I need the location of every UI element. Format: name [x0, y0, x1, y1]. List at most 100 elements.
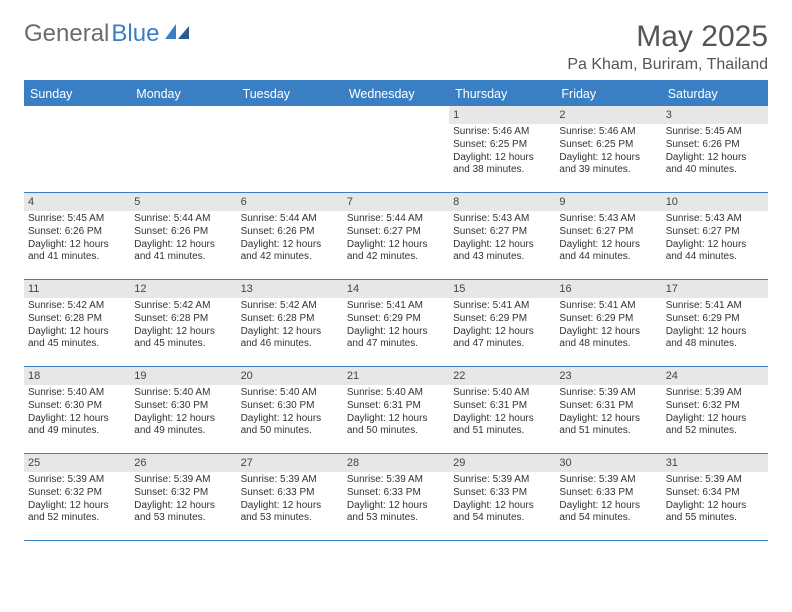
day-cell: 17 Sunrise: 5:41 AMSunset: 6:29 PMDayligh… [662, 280, 768, 366]
day-details: Sunrise: 5:41 AMSunset: 6:29 PMDaylight:… [347, 300, 445, 351]
dow-sunday: Sunday [24, 82, 130, 106]
day-details: Sunrise: 5:44 AMSunset: 6:27 PMDaylight:… [347, 213, 445, 264]
day-details: Sunrise: 5:40 AMSunset: 6:30 PMDaylight:… [28, 387, 126, 438]
day-number: 17 [662, 280, 768, 298]
day-cell: 6Sunrise: 5:44 AMSunset: 6:26 PMDaylight… [237, 193, 343, 279]
calendar-grid: SundayMondayTuesdayWednesdayThursdayFrid… [24, 80, 768, 541]
brand-logo: GeneralBlue [24, 20, 191, 48]
dow-monday: Monday [130, 82, 236, 106]
day-cell: 30 Sunrise: 5:39 AMSunset: 6:33 PMDayligh… [555, 454, 661, 540]
day-number: 27 [237, 454, 343, 472]
day-cell: 23 Sunrise: 5:39 AMSunset: 6:31 PMDayligh… [555, 367, 661, 453]
day-cell: 2 Sunrise: 5:46 AMSunset: 6:25 PMDaylight… [555, 106, 661, 192]
day-number: 21 [343, 367, 449, 385]
header: GeneralBlue May 2025 Pa Kham, Buriram, T… [24, 20, 768, 74]
day-number: 8 [449, 193, 555, 211]
day-cell: 11Sunrise: 5:42 AMSunset: 6:28 PMDayligh… [24, 280, 130, 366]
day-cell: 13 Sunrise: 5:42 AMSunset: 6:28 PMDayligh… [237, 280, 343, 366]
dow-wednesday: Wednesday [343, 82, 449, 106]
day-cell: 7 Sunrise: 5:44 AMSunset: 6:27 PMDaylight… [343, 193, 449, 279]
day-number: 10 [662, 193, 768, 211]
day-number: 9 [555, 193, 661, 211]
day-number: 25 [24, 454, 130, 472]
day-number: 1 [449, 106, 555, 124]
day-details: Sunrise: 5:46 AMSunset: 6:25 PMDaylight:… [559, 126, 657, 177]
day-cell [237, 106, 343, 192]
day-number: 28 [343, 454, 449, 472]
day-number: 29 [449, 454, 555, 472]
day-number: 31 [662, 454, 768, 472]
day-number: 13 [237, 280, 343, 298]
day-cell: 26Sunrise: 5:39 AMSunset: 6:32 PMDayligh… [130, 454, 236, 540]
dow-friday: Friday [555, 82, 661, 106]
day-cell: 21Sunrise: 5:40 AMSunset: 6:31 PMDayligh… [343, 367, 449, 453]
brand-first: General [24, 20, 109, 48]
day-cell: 29Sunrise: 5:39 AMSunset: 6:33 PMDayligh… [449, 454, 555, 540]
day-number: 23 [555, 367, 661, 385]
day-details: Sunrise: 5:40 AMSunset: 6:30 PMDaylight:… [241, 387, 339, 438]
day-details: Sunrise: 5:39 AMSunset: 6:34 PMDaylight:… [666, 474, 764, 525]
day-cell: 27 Sunrise: 5:39 AMSunset: 6:33 PMDayligh… [237, 454, 343, 540]
week-row: 1Sunrise: 5:46 AMSunset: 6:25 PMDaylight… [24, 106, 768, 193]
day-cell: 14 Sunrise: 5:41 AMSunset: 6:29 PMDayligh… [343, 280, 449, 366]
day-details: Sunrise: 5:44 AMSunset: 6:26 PMDaylight:… [134, 213, 232, 264]
day-number: 2 [555, 106, 661, 124]
day-details: Sunrise: 5:45 AMSunset: 6:26 PMDaylight:… [666, 126, 764, 177]
day-cell: 24 Sunrise: 5:39 AMSunset: 6:32 PMDayligh… [662, 367, 768, 453]
day-number: 7 [343, 193, 449, 211]
week-row: 11Sunrise: 5:42 AMSunset: 6:28 PMDayligh… [24, 280, 768, 367]
day-number: 16 [555, 280, 661, 298]
month-title: May 2025 [567, 20, 768, 54]
day-details: Sunrise: 5:41 AMSunset: 6:29 PMDaylight:… [453, 300, 551, 351]
day-number: 18 [24, 367, 130, 385]
day-number: 5 [130, 193, 236, 211]
sail-icon [165, 20, 191, 48]
day-details: Sunrise: 5:39 AMSunset: 6:33 PMDaylight:… [241, 474, 339, 525]
day-details: Sunrise: 5:39 AMSunset: 6:31 PMDaylight:… [559, 387, 657, 438]
day-number: 19 [130, 367, 236, 385]
day-cell: 5 Sunrise: 5:44 AMSunset: 6:26 PMDaylight… [130, 193, 236, 279]
day-details: Sunrise: 5:41 AMSunset: 6:29 PMDaylight:… [666, 300, 764, 351]
day-number: 3 [662, 106, 768, 124]
day-details: Sunrise: 5:39 AMSunset: 6:33 PMDaylight:… [347, 474, 445, 525]
day-number: 30 [555, 454, 661, 472]
day-number: 15 [449, 280, 555, 298]
calendar-page: GeneralBlue May 2025 Pa Kham, Buriram, T… [0, 0, 792, 561]
day-cell: 25Sunrise: 5:39 AMSunset: 6:32 PMDayligh… [24, 454, 130, 540]
brand-second: Blue [111, 20, 159, 48]
day-of-week-header: SundayMondayTuesdayWednesdayThursdayFrid… [24, 82, 768, 106]
day-cell: 12 Sunrise: 5:42 AMSunset: 6:28 PMDayligh… [130, 280, 236, 366]
day-number: 11 [24, 280, 130, 298]
day-cell: 19 Sunrise: 5:40 AMSunset: 6:30 PMDayligh… [130, 367, 236, 453]
day-cell: 18 Sunrise: 5:40 AMSunset: 6:30 PMDayligh… [24, 367, 130, 453]
day-details: Sunrise: 5:46 AMSunset: 6:25 PMDaylight:… [453, 126, 551, 177]
day-number: 12 [130, 280, 236, 298]
day-details: Sunrise: 5:42 AMSunset: 6:28 PMDaylight:… [241, 300, 339, 351]
day-details: Sunrise: 5:39 AMSunset: 6:32 PMDaylight:… [666, 387, 764, 438]
day-details: Sunrise: 5:39 AMSunset: 6:33 PMDaylight:… [559, 474, 657, 525]
week-row: 18Sunrise: 5:40 AMSunset: 6:30 PMDayligh… [24, 367, 768, 454]
day-number: 14 [343, 280, 449, 298]
day-details: Sunrise: 5:43 AMSunset: 6:27 PMDaylight:… [666, 213, 764, 264]
day-details: Sunrise: 5:41 AMSunset: 6:29 PMDaylight:… [559, 300, 657, 351]
day-cell: 28 Sunrise: 5:39 AMSunset: 6:33 PMDayligh… [343, 454, 449, 540]
day-cell: 22Sunrise: 5:40 AMSunset: 6:31 PMDayligh… [449, 367, 555, 453]
location: Pa Kham, Buriram, Thailand [567, 56, 768, 74]
day-details: Sunrise: 5:42 AMSunset: 6:28 PMDaylight:… [134, 300, 232, 351]
day-details: Sunrise: 5:40 AMSunset: 6:30 PMDaylight:… [134, 387, 232, 438]
day-number: 4 [24, 193, 130, 211]
day-number: 20 [237, 367, 343, 385]
day-cell: 8 Sunrise: 5:43 AMSunset: 6:27 PMDaylight… [449, 193, 555, 279]
day-details: Sunrise: 5:45 AMSunset: 6:26 PMDaylight:… [28, 213, 126, 264]
title-block: May 2025 Pa Kham, Buriram, Thailand [567, 20, 768, 74]
dow-thursday: Thursday [449, 82, 555, 106]
week-row: 25Sunrise: 5:39 AMSunset: 6:32 PMDayligh… [24, 454, 768, 541]
day-cell: 3 Sunrise: 5:45 AMSunset: 6:26 PMDaylight… [662, 106, 768, 192]
weeks-container: 1Sunrise: 5:46 AMSunset: 6:25 PMDaylight… [24, 106, 768, 541]
day-details: Sunrise: 5:43 AMSunset: 6:27 PMDaylight:… [559, 213, 657, 264]
day-details: Sunrise: 5:39 AMSunset: 6:32 PMDaylight:… [134, 474, 232, 525]
dow-saturday: Saturday [662, 82, 768, 106]
day-number: 24 [662, 367, 768, 385]
day-details: Sunrise: 5:40 AMSunset: 6:31 PMDaylight:… [453, 387, 551, 438]
day-details: Sunrise: 5:43 AMSunset: 6:27 PMDaylight:… [453, 213, 551, 264]
